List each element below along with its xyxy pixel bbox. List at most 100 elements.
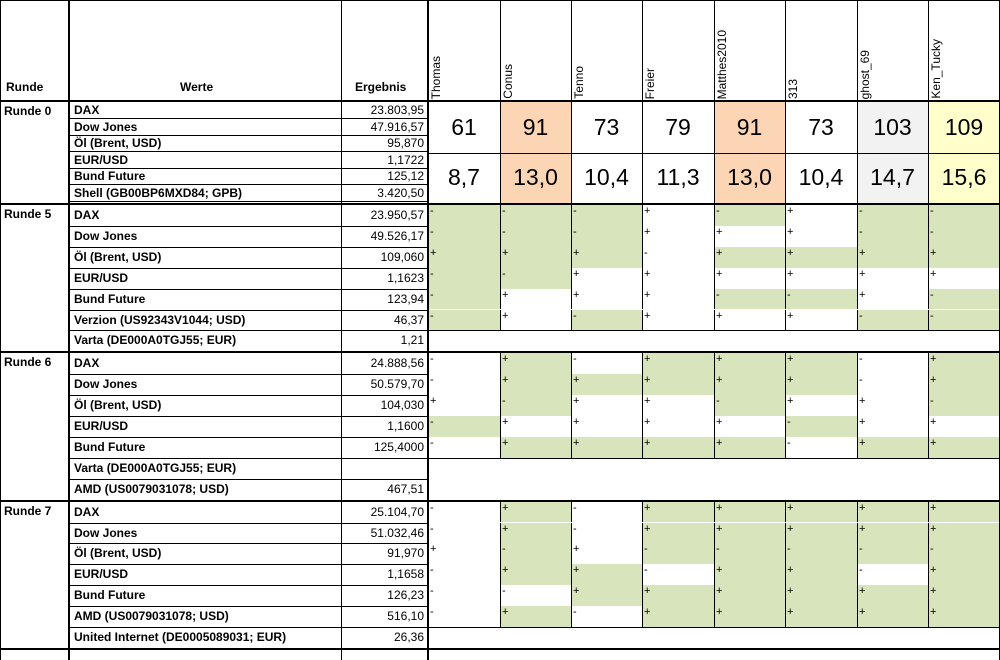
tip-cell[interactable]: + xyxy=(642,205,714,226)
header-werte[interactable]: Werte xyxy=(180,80,214,94)
tip-cell[interactable]: - xyxy=(928,395,1000,416)
tip-cell[interactable]: + xyxy=(642,606,714,627)
tip-cell[interactable]: - xyxy=(857,309,928,331)
header-player[interactable]: ghost_69 xyxy=(857,0,928,100)
tip-cell[interactable]: - xyxy=(500,543,571,565)
tip-cell[interactable]: + xyxy=(857,436,928,458)
value-result[interactable]: 516,10 xyxy=(387,609,424,624)
tip-cell[interactable]: + xyxy=(642,309,714,331)
tip-cell[interactable]: - xyxy=(857,564,928,586)
tip-cell[interactable]: + xyxy=(642,267,714,289)
value-result[interactable]: 1,1623 xyxy=(387,270,424,285)
tip-cell[interactable]: + xyxy=(928,416,1000,437)
tip-cell[interactable]: - xyxy=(642,543,714,565)
value-result[interactable]: 51.032,46 xyxy=(370,525,424,540)
tip-cell[interactable]: + xyxy=(928,606,1000,627)
tip-cell[interactable]: - xyxy=(714,543,785,565)
value-result[interactable]: 104,030 xyxy=(380,398,424,413)
tip-cell[interactable]: + xyxy=(857,501,928,523)
tip-cell[interactable]: + xyxy=(642,416,714,437)
tip-cell[interactable]: + xyxy=(500,606,571,627)
tip-cell[interactable]: + xyxy=(714,309,785,331)
tip-cell[interactable]: + xyxy=(642,225,714,247)
player-score[interactable]: 109 xyxy=(928,102,1000,153)
value-name[interactable]: DAX xyxy=(74,356,100,371)
tip-cell[interactable]: - xyxy=(428,225,500,247)
tip-cell[interactable]: + xyxy=(642,353,714,375)
tip-cell[interactable]: + xyxy=(714,501,785,523)
player-score[interactable]: 91 xyxy=(500,102,571,153)
value-name[interactable]: DAX xyxy=(74,208,100,222)
header-player[interactable]: Conus xyxy=(500,0,571,100)
tip-cell[interactable]: - xyxy=(785,416,857,437)
value-name[interactable]: Dow Jones xyxy=(74,119,138,134)
value-name[interactable]: Bund Future xyxy=(74,588,146,603)
tip-cell[interactable]: - xyxy=(500,225,571,247)
tip-cell[interactable]: - xyxy=(571,353,642,375)
header-player[interactable]: 313 xyxy=(785,0,857,100)
tip-cell[interactable]: + xyxy=(500,374,571,396)
tip-cell[interactable]: + xyxy=(714,564,785,586)
player-average[interactable]: 10,4 xyxy=(785,152,857,203)
value-name[interactable]: Dow Jones xyxy=(74,525,138,540)
tip-cell[interactable]: - xyxy=(928,309,1000,331)
tip-cell[interactable]: - xyxy=(714,395,785,416)
tip-cell[interactable]: - xyxy=(428,288,500,310)
tip-cell[interactable]: - xyxy=(500,267,571,289)
tip-cell[interactable]: - xyxy=(428,585,500,607)
tip-cell[interactable]: - xyxy=(428,267,500,289)
tip-cell[interactable]: + xyxy=(928,353,1000,375)
tip-cell[interactable]: - xyxy=(857,543,928,565)
tip-cell[interactable]: + xyxy=(714,267,785,289)
tip-cell[interactable]: - xyxy=(428,501,500,523)
value-result[interactable]: 50.579,70 xyxy=(370,377,424,392)
value-result[interactable] xyxy=(342,460,426,479)
tip-cell[interactable]: + xyxy=(571,543,642,565)
tip-cell[interactable]: + xyxy=(785,205,857,226)
tip-cell[interactable]: + xyxy=(642,436,714,458)
tip-cell[interactable]: - xyxy=(714,205,785,226)
tip-cell[interactable]: + xyxy=(642,395,714,416)
value-name[interactable]: Bund Future xyxy=(74,291,146,306)
tip-cell[interactable]: + xyxy=(928,522,1000,544)
value-name[interactable]: Dow Jones xyxy=(74,228,138,243)
tip-cell[interactable]: + xyxy=(928,501,1000,523)
value-name[interactable]: Bund Future xyxy=(74,169,146,183)
tip-cell[interactable]: + xyxy=(714,522,785,544)
tip-cell[interactable]: + xyxy=(642,374,714,396)
tip-cell[interactable]: + xyxy=(642,501,714,523)
tip-cell[interactable]: + xyxy=(714,436,785,458)
tip-cell[interactable]: - xyxy=(571,205,642,226)
value-name[interactable]: Öl (Brent, USD) xyxy=(74,249,162,264)
value-result[interactable]: 25.104,70 xyxy=(370,504,424,519)
value-name[interactable]: EUR/USD xyxy=(74,270,129,285)
tip-cell[interactable]: - xyxy=(571,309,642,331)
value-result[interactable]: 1,1600 xyxy=(387,419,424,433)
tip-cell[interactable]: - xyxy=(428,436,500,458)
value-name[interactable]: Öl (Brent, USD) xyxy=(74,136,162,150)
tip-cell[interactable]: + xyxy=(428,543,500,565)
tip-cell[interactable]: + xyxy=(928,564,1000,586)
value-result[interactable]: 46,37 xyxy=(393,312,424,327)
player-average[interactable]: 11,3 xyxy=(642,152,714,203)
tip-cell[interactable]: + xyxy=(857,395,928,416)
tip-cell[interactable]: + xyxy=(571,374,642,396)
tip-cell[interactable]: - xyxy=(428,353,500,375)
value-result[interactable]: 1,1658 xyxy=(387,567,424,582)
tip-cell[interactable]: - xyxy=(500,205,571,226)
tip-cell[interactable]: - xyxy=(857,353,928,375)
value-result[interactable]: 125,4000 xyxy=(373,439,424,454)
tip-cell[interactable]: + xyxy=(571,564,642,586)
tip-cell[interactable]: + xyxy=(785,309,857,331)
tip-cell[interactable]: - xyxy=(928,288,1000,310)
tip-cell[interactable]: + xyxy=(928,374,1000,396)
tip-cell[interactable]: - xyxy=(785,288,857,310)
tip-cell[interactable]: - xyxy=(428,205,500,226)
tip-cell[interactable]: + xyxy=(928,267,1000,289)
header-player[interactable]: Freier xyxy=(642,0,714,100)
tip-cell[interactable]: - xyxy=(571,522,642,544)
value-result[interactable]: 1,1722 xyxy=(387,152,424,167)
value-result[interactable]: 49.526,17 xyxy=(370,228,424,243)
tip-cell[interactable]: + xyxy=(428,395,500,416)
value-result[interactable]: 1,21 xyxy=(400,333,424,348)
